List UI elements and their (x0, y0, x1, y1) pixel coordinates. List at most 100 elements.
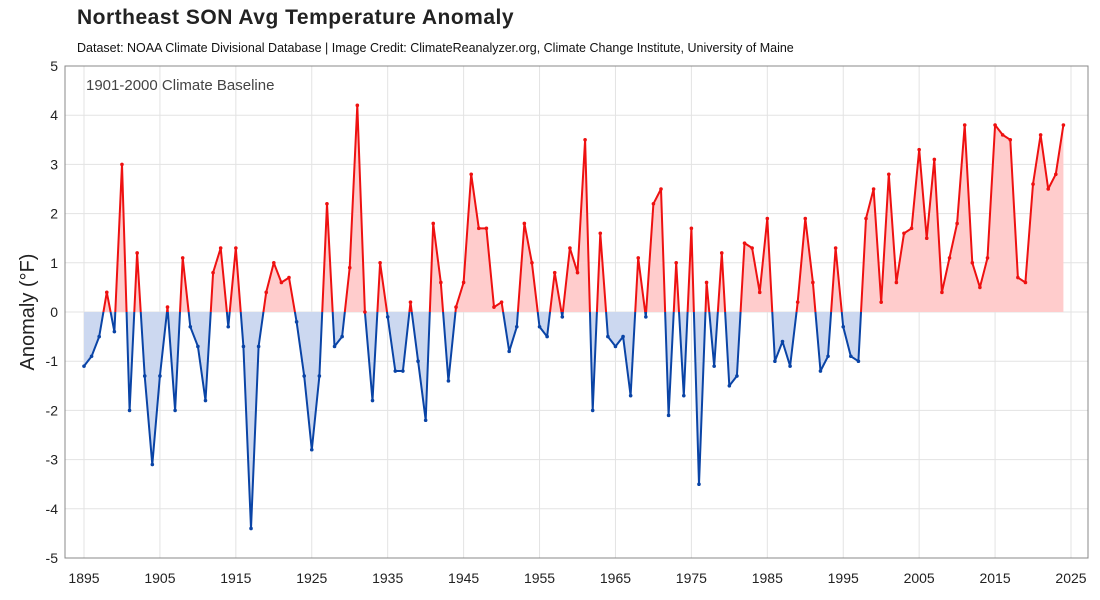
data-point-1901 (127, 408, 132, 413)
x-tick-label: 1945 (448, 570, 479, 586)
data-point-1981 (735, 374, 739, 378)
data-point-1979 (719, 251, 724, 255)
data-point-1939 (416, 359, 420, 364)
data-point-2022 (1046, 187, 1051, 191)
data-points (82, 103, 1066, 531)
y-axis-ticks: -5 -4 -3 -2 -1 0 1 2 3 4 5 (46, 58, 59, 566)
data-point-2008 (940, 290, 944, 295)
x-tick-label: 1925 (296, 570, 327, 586)
data-point-1963 (598, 231, 603, 236)
plot-frame (64, 65, 1089, 559)
data-point-1909 (188, 324, 193, 329)
data-point-1975 (689, 226, 694, 231)
data-point-1965 (613, 344, 618, 349)
data-point-1960 (575, 270, 580, 275)
data-point-1987 (780, 339, 785, 344)
data-point-2024 (1061, 123, 1066, 127)
data-point-1929 (340, 334, 344, 339)
data-point-1923 (294, 320, 299, 324)
data-point-1997 (856, 359, 861, 364)
data-point-1985 (765, 216, 770, 221)
data-point-1976 (697, 482, 701, 487)
x-tick-label: 1965 (600, 570, 631, 586)
data-point-1948 (484, 226, 489, 231)
data-point-1943 (446, 379, 451, 383)
data-point-1946 (469, 172, 474, 177)
negative-line (83, 312, 863, 530)
data-point-2016 (1000, 133, 1005, 137)
data-point-2007 (932, 157, 937, 162)
data-point-1959 (568, 246, 572, 250)
series-lines (83, 104, 1065, 530)
data-point-2005 (917, 147, 921, 152)
data-point-2003 (902, 231, 906, 236)
data-point-2002 (894, 280, 899, 285)
positive-area (84, 105, 1064, 312)
data-point-1919 (264, 290, 269, 295)
y-tick-label: -3 (46, 452, 59, 468)
x-tick-label: 1995 (828, 570, 859, 586)
data-point-1910 (196, 344, 200, 349)
data-point-2004 (909, 226, 914, 231)
data-point-1952 (514, 324, 519, 329)
data-point-1904 (150, 462, 155, 467)
y-tick-label: 4 (50, 107, 58, 123)
data-point-1988 (788, 364, 792, 368)
data-point-1982 (742, 241, 747, 245)
data-point-1913 (218, 246, 223, 250)
data-point-1950 (499, 300, 504, 304)
data-point-1934 (378, 261, 382, 265)
data-point-2017 (1008, 138, 1013, 142)
data-point-1995 (841, 324, 846, 329)
data-point-2021 (1038, 133, 1043, 137)
data-point-2023 (1054, 172, 1058, 177)
x-tick-label: 2025 (1055, 570, 1086, 586)
data-point-2020 (1031, 182, 1035, 186)
data-point-2018 (1016, 275, 1020, 280)
data-point-1980 (727, 384, 732, 388)
data-point-1932 (363, 310, 367, 314)
data-point-1958 (560, 315, 565, 319)
y-tick-label: 2 (50, 206, 58, 222)
data-point-1903 (142, 374, 147, 378)
data-point-1945 (461, 280, 466, 285)
data-point-1900 (120, 162, 124, 167)
data-point-1916 (241, 344, 246, 349)
data-point-1969 (644, 315, 648, 319)
data-point-1924 (302, 374, 306, 378)
data-point-1905 (158, 374, 162, 378)
y-tick-label: 5 (50, 58, 58, 74)
data-point-1895 (82, 364, 86, 368)
x-tick-label: 2005 (904, 570, 935, 586)
data-point-1956 (545, 334, 549, 339)
data-point-1902 (135, 251, 139, 255)
data-point-1970 (651, 201, 656, 206)
data-point-1989 (795, 300, 800, 304)
x-tick-label: 1985 (752, 570, 783, 586)
area-fills (84, 105, 1064, 529)
data-point-1922 (287, 275, 291, 280)
data-point-2015 (993, 123, 997, 127)
data-point-1898 (104, 290, 109, 295)
y-tick-label: -1 (46, 353, 59, 369)
data-point-2010 (955, 221, 959, 226)
data-point-2014 (985, 256, 990, 260)
data-point-1951 (507, 349, 511, 354)
data-point-1990 (803, 216, 808, 221)
data-point-2012 (970, 261, 975, 265)
data-point-1944 (454, 305, 458, 309)
data-point-1920 (272, 261, 276, 265)
data-point-1927 (325, 201, 329, 206)
data-point-1967 (628, 393, 633, 398)
chart-subtitle: Dataset: NOAA Climate Divisional Databas… (77, 41, 794, 55)
data-point-1938 (408, 300, 413, 304)
y-tick-label: 0 (50, 304, 58, 320)
data-point-1937 (401, 369, 405, 373)
data-point-1954 (530, 261, 534, 265)
data-point-1953 (522, 221, 527, 226)
data-point-1941 (431, 221, 436, 226)
data-point-1935 (385, 315, 390, 319)
data-point-1915 (234, 246, 238, 250)
y-tick-label: 1 (50, 255, 58, 271)
